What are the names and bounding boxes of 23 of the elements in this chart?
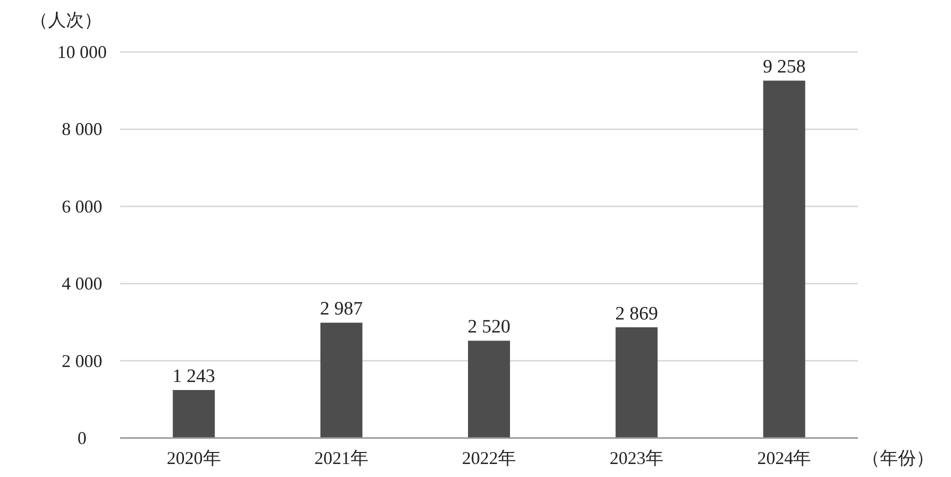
y-tick-label: 0 (78, 428, 86, 448)
data-label: 2 520 (468, 316, 510, 338)
y-tick-label: 10 000 (57, 42, 107, 62)
x-tick-label: 2023年 (610, 448, 664, 468)
x-axis-title: （年份） (862, 448, 934, 468)
bar (172, 390, 215, 438)
x-tick-label: 2024年 (757, 448, 812, 468)
y-tick-label: 2 000 (62, 350, 102, 371)
data-label: 2 869 (615, 303, 658, 324)
y-tick-label: 6 000 (62, 196, 102, 216)
y-tick-label: 4 000 (62, 274, 102, 294)
x-tick-label: 2022年 (462, 448, 516, 468)
bar (616, 327, 658, 438)
y-axis-title: （人次） (30, 10, 102, 30)
data-label: 1 243 (172, 366, 216, 388)
x-tick-label: 2021年 (314, 448, 368, 468)
bar (468, 340, 510, 438)
data-label: 2 987 (320, 298, 363, 320)
y-tick-label: 8 000 (62, 119, 102, 140)
bar (763, 80, 806, 438)
bar (320, 322, 362, 438)
x-tick-label: 2020年 (166, 448, 221, 468)
data-label: 9 258 (762, 56, 806, 78)
